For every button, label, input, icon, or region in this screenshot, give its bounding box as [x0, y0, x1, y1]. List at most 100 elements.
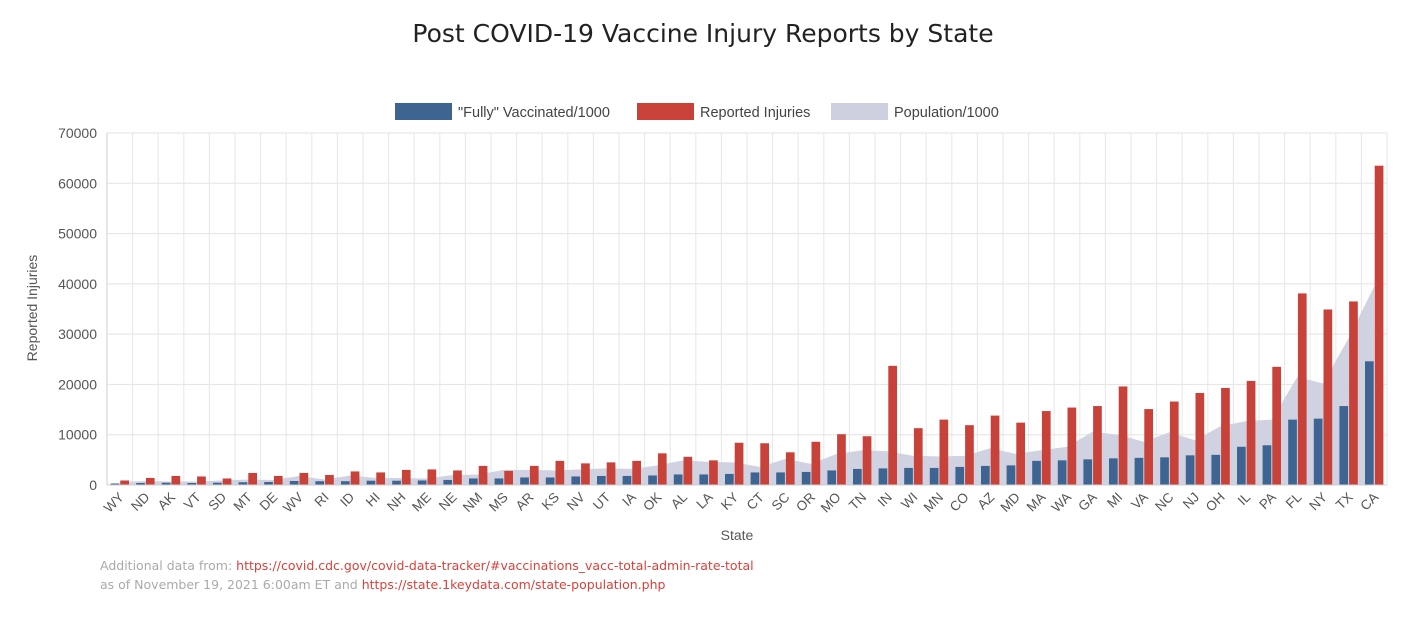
- bar-fully-vaccinated-1000-tn[interactable]: [852, 468, 862, 485]
- bar-reported-injuries-az[interactable]: [990, 415, 1000, 485]
- bar-fully-vaccinated-1000-md[interactable]: [1006, 465, 1016, 485]
- bar-fully-vaccinated-1000-wy[interactable]: [110, 483, 120, 485]
- bar-fully-vaccinated-1000-nj[interactable]: [1185, 455, 1195, 485]
- bar-reported-injuries-mn[interactable]: [939, 419, 949, 485]
- bar-reported-injuries-mo[interactable]: [837, 434, 846, 485]
- bar-fully-vaccinated-1000-co[interactable]: [955, 466, 965, 485]
- bar-reported-injuries-mi[interactable]: [1118, 386, 1128, 485]
- bar-fully-vaccinated-1000-id[interactable]: [340, 481, 350, 485]
- bar-reported-injuries-vt[interactable]: [197, 476, 206, 485]
- legend-swatch-injuries[interactable]: [637, 103, 694, 120]
- bar-reported-injuries-ct[interactable]: [760, 443, 770, 485]
- bar-reported-injuries-ga[interactable]: [1093, 406, 1102, 485]
- bar-reported-injuries-id[interactable]: [350, 471, 360, 485]
- bar-fully-vaccinated-1000-mo[interactable]: [827, 470, 837, 485]
- bar-reported-injuries-tn[interactable]: [862, 436, 872, 485]
- legend-swatch-vaccinated[interactable]: [395, 103, 452, 120]
- bar-reported-injuries-hi[interactable]: [376, 472, 386, 485]
- bar-fully-vaccinated-1000-mn[interactable]: [929, 467, 939, 485]
- bar-fully-vaccinated-1000-ar[interactable]: [520, 477, 529, 485]
- population-link[interactable]: https://state.1keydata.com/state-populat…: [361, 577, 666, 592]
- bar-reported-injuries-in[interactable]: [888, 365, 898, 485]
- bar-fully-vaccinated-1000-oh[interactable]: [1211, 454, 1221, 485]
- bar-reported-injuries-nj[interactable]: [1195, 392, 1205, 485]
- bar-reported-injuries-md[interactable]: [1016, 422, 1026, 485]
- bar-reported-injuries-ma[interactable]: [1041, 411, 1051, 485]
- bar-reported-injuries-de[interactable]: [273, 475, 283, 485]
- bar-reported-injuries-sd[interactable]: [222, 478, 232, 485]
- bar-fully-vaccinated-1000-ny[interactable]: [1313, 418, 1323, 485]
- bar-reported-injuries-al[interactable]: [683, 456, 693, 485]
- bar-reported-injuries-mt[interactable]: [248, 472, 258, 485]
- bar-reported-injuries-nv[interactable]: [581, 463, 590, 485]
- bar-fully-vaccinated-1000-sc[interactable]: [776, 472, 785, 485]
- bar-fully-vaccinated-1000-ne[interactable]: [443, 479, 453, 485]
- bar-fully-vaccinated-1000-ia[interactable]: [622, 475, 632, 485]
- bar-reported-injuries-la[interactable]: [709, 460, 718, 485]
- bar-fully-vaccinated-1000-or[interactable]: [801, 471, 811, 485]
- bar-reported-injuries-ok[interactable]: [657, 453, 667, 485]
- bar-fully-vaccinated-1000-ks[interactable]: [545, 477, 555, 485]
- bar-reported-injuries-ne[interactable]: [453, 470, 462, 485]
- bar-fully-vaccinated-1000-il[interactable]: [1236, 446, 1246, 485]
- bar-reported-injuries-fl[interactable]: [1297, 293, 1307, 485]
- bar-fully-vaccinated-1000-wv[interactable]: [289, 480, 299, 485]
- bar-fully-vaccinated-1000-la[interactable]: [699, 474, 709, 485]
- bar-fully-vaccinated-1000-wa[interactable]: [1057, 460, 1067, 485]
- bar-reported-injuries-ri[interactable]: [325, 474, 334, 485]
- bar-fully-vaccinated-1000-ca[interactable]: [1364, 361, 1374, 485]
- bar-reported-injuries-ak[interactable]: [171, 475, 181, 485]
- bar-reported-injuries-va[interactable]: [1144, 409, 1154, 485]
- bar-reported-injuries-ms[interactable]: [504, 470, 514, 485]
- bar-reported-injuries-co[interactable]: [965, 425, 974, 485]
- bar-fully-vaccinated-1000-me[interactable]: [417, 480, 427, 485]
- cdc-link[interactable]: https://covid.cdc.gov/covid-data-tracker…: [236, 558, 754, 573]
- bar-fully-vaccinated-1000-ut[interactable]: [596, 475, 606, 485]
- bar-fully-vaccinated-1000-nm[interactable]: [468, 478, 478, 485]
- bar-reported-injuries-me[interactable]: [427, 469, 437, 485]
- legend-swatch-population[interactable]: [831, 103, 888, 120]
- bar-fully-vaccinated-1000-nc[interactable]: [1160, 457, 1169, 485]
- bar-reported-injuries-nh[interactable]: [401, 469, 411, 485]
- bar-fully-vaccinated-1000-ak[interactable]: [161, 482, 171, 485]
- bar-fully-vaccinated-1000-ms[interactable]: [494, 478, 504, 485]
- bar-reported-injuries-wa[interactable]: [1067, 407, 1077, 485]
- bar-fully-vaccinated-1000-ky[interactable]: [724, 473, 734, 485]
- bar-fully-vaccinated-1000-sd[interactable]: [212, 482, 222, 485]
- bar-fully-vaccinated-1000-wi[interactable]: [904, 467, 913, 485]
- bar-reported-injuries-ut[interactable]: [606, 462, 616, 485]
- bar-reported-injuries-ar[interactable]: [529, 465, 539, 485]
- bar-reported-injuries-sc[interactable]: [785, 452, 795, 485]
- legend-label-vaccinated[interactable]: "Fully" Vaccinated/1000: [458, 105, 610, 121]
- bar-fully-vaccinated-1000-mi[interactable]: [1108, 458, 1118, 485]
- bar-reported-injuries-or[interactable]: [811, 441, 821, 485]
- bar-fully-vaccinated-1000-nd[interactable]: [136, 482, 145, 485]
- bar-reported-injuries-nc[interactable]: [1169, 401, 1179, 485]
- bar-fully-vaccinated-1000-al[interactable]: [673, 474, 683, 485]
- bar-reported-injuries-wv[interactable]: [299, 472, 309, 485]
- bar-reported-injuries-ia[interactable]: [632, 460, 642, 485]
- bar-fully-vaccinated-1000-mt[interactable]: [238, 482, 248, 485]
- bar-fully-vaccinated-1000-ma[interactable]: [1032, 460, 1041, 485]
- bar-fully-vaccinated-1000-tx[interactable]: [1339, 406, 1349, 485]
- bar-fully-vaccinated-1000-vt[interactable]: [187, 482, 197, 485]
- bar-fully-vaccinated-1000-fl[interactable]: [1288, 419, 1297, 485]
- bar-reported-injuries-nm[interactable]: [478, 465, 488, 485]
- bar-fully-vaccinated-1000-pa[interactable]: [1262, 445, 1272, 485]
- legend-label-injuries[interactable]: Reported Injuries: [700, 105, 810, 121]
- bar-reported-injuries-ks[interactable]: [555, 460, 565, 485]
- bar-reported-injuries-il[interactable]: [1246, 380, 1256, 485]
- bar-reported-injuries-tx[interactable]: [1349, 301, 1358, 485]
- bar-fully-vaccinated-1000-ct[interactable]: [750, 472, 760, 485]
- bar-fully-vaccinated-1000-ga[interactable]: [1083, 459, 1093, 485]
- bar-fully-vaccinated-1000-az[interactable]: [980, 465, 990, 485]
- bar-reported-injuries-ca[interactable]: [1374, 165, 1384, 485]
- bar-reported-injuries-ny[interactable]: [1323, 309, 1333, 485]
- bar-fully-vaccinated-1000-nv[interactable]: [571, 476, 581, 485]
- bar-reported-injuries-nd[interactable]: [145, 477, 155, 485]
- bar-fully-vaccinated-1000-nh[interactable]: [392, 480, 401, 485]
- bar-fully-vaccinated-1000-ri[interactable]: [315, 481, 325, 485]
- bar-fully-vaccinated-1000-de[interactable]: [264, 481, 273, 485]
- bar-reported-injuries-oh[interactable]: [1221, 387, 1230, 485]
- bar-reported-injuries-wi[interactable]: [913, 428, 923, 485]
